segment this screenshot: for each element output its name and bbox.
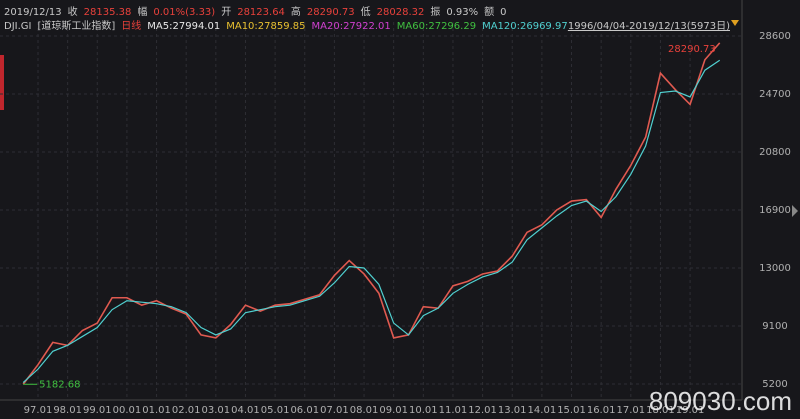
header-item: DJI.GI bbox=[4, 21, 32, 32]
header-item: 0 bbox=[500, 7, 507, 18]
header-item: 开 bbox=[221, 7, 232, 18]
series-line bbox=[22, 59, 721, 383]
header-row-2: DJI.GI [道琼斯工业指数] 日线 MA5:27994.01 MA10:27859.… bbox=[4, 17, 574, 32]
header-item: 0.93% bbox=[446, 7, 479, 18]
header-item: 高 bbox=[290, 7, 301, 18]
x-tick-label: 04.01 bbox=[231, 405, 260, 416]
header-item: 28290.73 bbox=[306, 7, 355, 18]
annotation: 5182.68 bbox=[39, 379, 80, 390]
x-tick-label: 03.01 bbox=[202, 405, 231, 416]
x-tick-label: 15.01 bbox=[557, 405, 586, 416]
y-tick-label: 13000 bbox=[759, 263, 791, 274]
x-tick-label: 01.01 bbox=[142, 405, 171, 416]
header-item: MA20:27922.01 bbox=[311, 21, 391, 32]
header-row-1: 2019/12/13 收 28135.38 幅 0.01%(3.33) 开 28123.64… bbox=[4, 3, 513, 18]
date-range[interactable]: 1996/04/04-2019/12/13(5973日) bbox=[567, 21, 730, 32]
x-tick-label: 07.01 bbox=[320, 405, 349, 416]
scroll-arrow[interactable] bbox=[792, 205, 798, 217]
y-tick-label: 28600 bbox=[759, 31, 791, 42]
x-tick-label: 11.01 bbox=[439, 405, 468, 416]
x-tick-label: 99.01 bbox=[83, 405, 112, 416]
x-tick-label: 05.01 bbox=[261, 405, 290, 416]
header-item: 28028.32 bbox=[376, 7, 425, 18]
x-tick-label: 00.01 bbox=[113, 405, 142, 416]
y-tick-label: 24700 bbox=[759, 89, 791, 100]
y-tick-label: 5200 bbox=[762, 379, 787, 390]
header-item: [道琼斯工业指数] bbox=[37, 21, 116, 32]
header-item: 低 bbox=[360, 7, 371, 18]
x-tick-label: 18.01 bbox=[646, 405, 675, 416]
y-tick-label: 20800 bbox=[759, 147, 791, 158]
header-item: 28135.38 bbox=[83, 7, 132, 18]
x-tick-label: 12.01 bbox=[468, 405, 497, 416]
header-item: 振 bbox=[430, 7, 441, 18]
header-item: MA5:27994.01 bbox=[147, 21, 221, 32]
x-tick-label: 19.01 bbox=[676, 405, 705, 416]
header-item: MA60:27296.29 bbox=[396, 21, 477, 32]
x-tick-label: 02.01 bbox=[172, 405, 201, 416]
header-item: 幅 bbox=[137, 7, 148, 18]
series-line bbox=[22, 42, 721, 385]
x-tick-label: 97.01 bbox=[24, 405, 53, 416]
x-tick-label: 08.01 bbox=[350, 405, 379, 416]
header-item: 额 bbox=[484, 7, 495, 18]
header-item: 0.01%(3.33) bbox=[153, 7, 216, 18]
header-item: 收 bbox=[67, 7, 78, 18]
header-item: 28123.64 bbox=[237, 7, 285, 18]
y-tick-label: 16900 bbox=[759, 205, 791, 216]
x-tick-label: 16.01 bbox=[587, 405, 616, 416]
side-marker bbox=[0, 55, 4, 110]
header-item: MA120:26969.97 bbox=[482, 21, 568, 32]
watermark: 809030.com bbox=[648, 386, 792, 416]
header-item: 日线 bbox=[121, 21, 142, 32]
x-tick-label: 14.01 bbox=[528, 405, 557, 416]
x-tick-label: 98.01 bbox=[53, 405, 82, 416]
annotation: 28290.73 bbox=[668, 44, 716, 55]
x-tick-label: 13.01 bbox=[498, 405, 527, 416]
x-tick-label: 17.01 bbox=[616, 405, 645, 416]
x-tick-label: 06.01 bbox=[290, 405, 319, 416]
dropdown[interactable] bbox=[731, 20, 739, 26]
header-item: 2019/12/13 bbox=[4, 7, 62, 18]
y-tick-label: 9100 bbox=[762, 321, 787, 332]
header-item: MA10:27859.85 bbox=[226, 21, 306, 32]
x-tick-label: 10.01 bbox=[409, 405, 438, 416]
x-tick-label: 09.01 bbox=[379, 405, 408, 416]
